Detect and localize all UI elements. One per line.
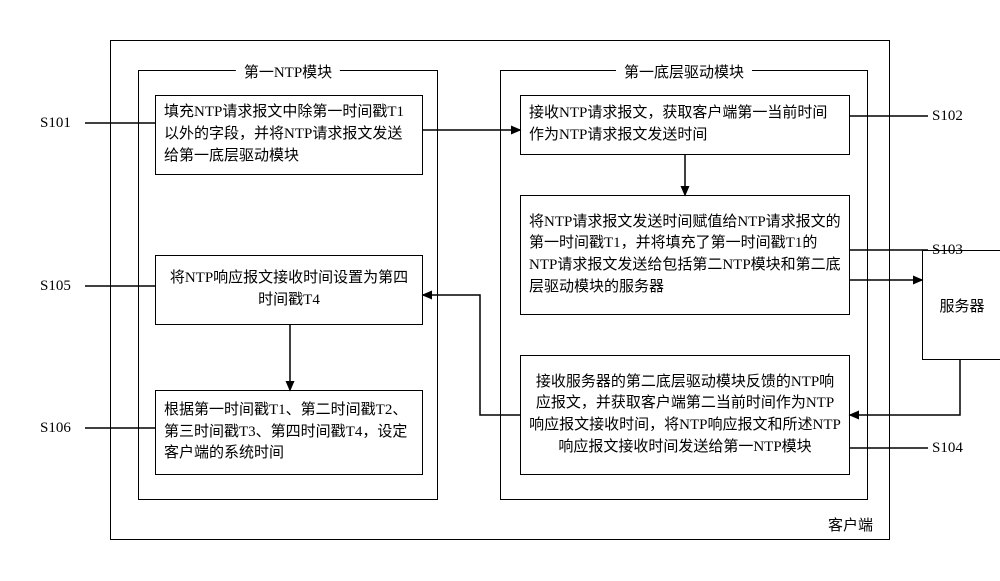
- step-s103-text: 将NTP请求报文发送时间赋值给NTP请求报文的第一时间戳T1，并将填充了第一时间…: [529, 212, 841, 299]
- step-s101: 填充NTP请求报文中除第一时间戳T1以外的字段，并将NTP请求报文发送给第一底层…: [155, 95, 423, 175]
- label-s104: S104: [932, 440, 963, 457]
- step-s104-text: 接收服务器的第二底层驱动模块反馈的NTP响应报文，并获取客户端第二当前时间作为N…: [529, 372, 841, 459]
- step-s106-text: 根据第一时间戳T1、第二时间戳T2、第三时间戳T3、第四时间戳T4，设定客户端的…: [164, 400, 414, 465]
- label-s102: S102: [932, 108, 963, 125]
- server-label: 服务器: [939, 295, 984, 316]
- step-s103: 将NTP请求报文发送时间赋值给NTP请求报文的第一时间戳T1，并将填充了第一时间…: [520, 195, 850, 315]
- label-s101: S101: [40, 115, 71, 132]
- module-right-title: 第一底层驱动模块: [616, 61, 752, 82]
- step-s101-text: 填充NTP请求报文中除第一时间戳T1以外的字段，并将NTP请求报文发送给第一底层…: [164, 102, 414, 167]
- step-s106: 根据第一时间戳T1、第二时间戳T2、第三时间戳T3、第四时间戳T4，设定客户端的…: [155, 390, 423, 475]
- label-s103: S103: [932, 242, 963, 259]
- server-box: 服务器: [922, 250, 1000, 360]
- step-s105: 将NTP响应报文接收时间设置为第四时间戳T4: [155, 255, 423, 325]
- step-s104: 接收服务器的第二底层驱动模块反馈的NTP响应报文，并获取客户端第二当前时间作为N…: [520, 355, 850, 475]
- diagram-canvas: 客户端 第一NTP模块 第一底层驱动模块 服务器 填充NTP请求报文中除第一时间…: [20, 20, 1000, 561]
- step-s102-text: 接收NTP请求报文，获取客户端第一当前时间作为NTP请求报文发送时间: [529, 103, 841, 147]
- step-s102: 接收NTP请求报文，获取客户端第一当前时间作为NTP请求报文发送时间: [520, 95, 850, 155]
- label-s105: S105: [40, 278, 71, 295]
- client-label: 客户端: [824, 514, 877, 535]
- label-s106: S106: [40, 420, 71, 437]
- step-s105-text: 将NTP响应报文接收时间设置为第四时间戳T4: [164, 268, 414, 312]
- module-left-title: 第一NTP模块: [236, 61, 340, 82]
